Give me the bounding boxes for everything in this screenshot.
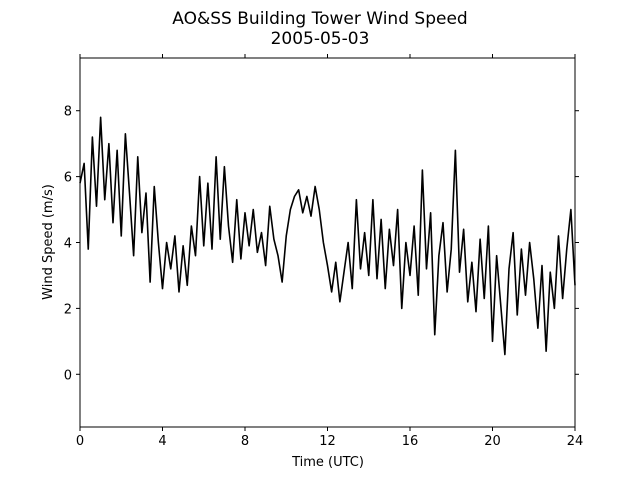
y-tick-label: 4: [64, 237, 72, 252]
x-tick-label: 8: [241, 434, 249, 449]
x-tick-label: 20: [484, 434, 501, 449]
y-tick-label: 8: [64, 105, 72, 120]
x-axis-label: Time (UTC): [291, 455, 364, 470]
y-tick-label: 6: [64, 171, 72, 186]
y-tick-label: 0: [64, 368, 72, 383]
x-tick-label: 0: [76, 434, 84, 449]
x-tick-label: 16: [402, 434, 419, 449]
y-tick-label: 2: [64, 302, 72, 317]
x-tick-label: 12: [319, 434, 336, 449]
plot-frame: [79, 57, 576, 428]
chart-subtitle: 2005-05-03: [271, 29, 370, 49]
x-tick-label: 24: [567, 434, 584, 449]
chart-title: AO&SS Building Tower Wind Speed: [172, 9, 467, 29]
y-axis-label: Wind Speed (m/s): [41, 184, 56, 300]
x-tick-label: 4: [158, 434, 166, 449]
data-line: [79, 116, 576, 356]
